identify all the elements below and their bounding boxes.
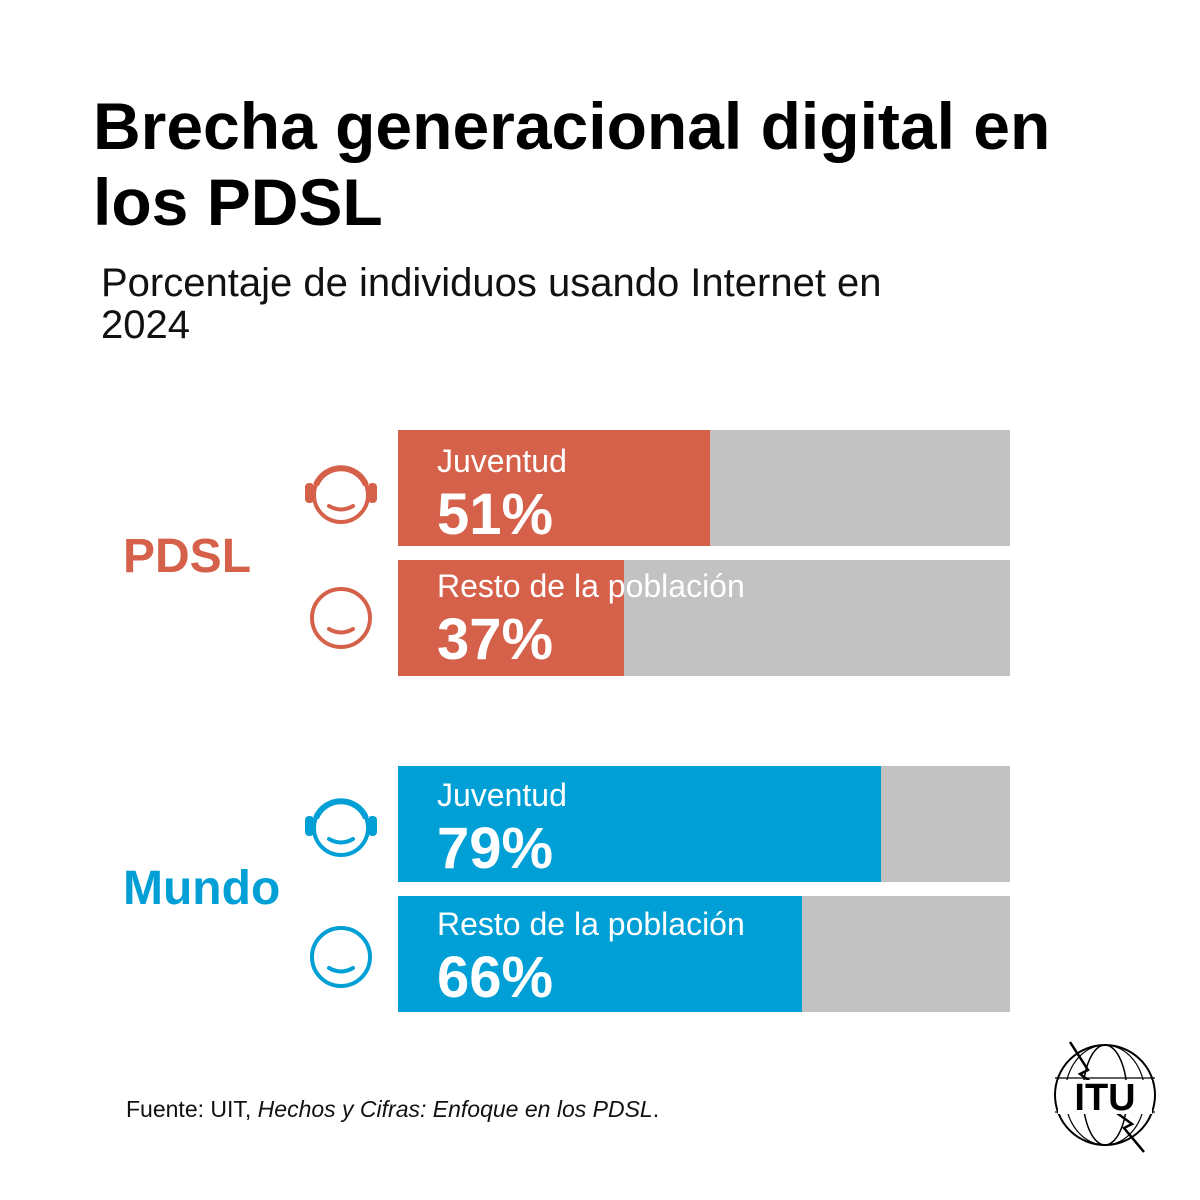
source-title: Hechos y Cifras: Enfoque en los PDSL — [257, 1096, 653, 1122]
source-prefix: Fuente: UIT, — [126, 1096, 258, 1122]
group-label-pdsl: PDSL — [123, 530, 252, 583]
bar-pdsl-resto — [398, 560, 625, 676]
itu-logo: ITU — [1054, 1041, 1156, 1153]
source-note: Fuente: UIT, Hechos y Cifras: Enfoque en… — [126, 1096, 659, 1123]
bar-track — [398, 560, 1010, 676]
youth-head-icon — [305, 465, 377, 524]
bar-mundo-juventud — [398, 766, 882, 882]
adult-head-icon — [310, 587, 372, 649]
itu-logo-text: ITU — [1074, 1077, 1135, 1119]
bar-pdsl-juventud — [398, 430, 711, 546]
chart-subtitle: Porcentaje de individuos usando Internet… — [101, 261, 882, 347]
group-label-mundo: Mundo — [123, 862, 281, 915]
chart-title: Brecha generacional digital en los PDSL — [93, 89, 1051, 239]
youth-head-icon — [305, 798, 377, 857]
source-suffix: . — [652, 1096, 660, 1122]
adult-head-icon — [310, 926, 372, 988]
bar-track — [398, 766, 1010, 882]
bar-mundo-resto — [398, 896, 802, 1012]
bar-track — [398, 896, 1010, 1012]
bar-track — [398, 430, 1010, 546]
